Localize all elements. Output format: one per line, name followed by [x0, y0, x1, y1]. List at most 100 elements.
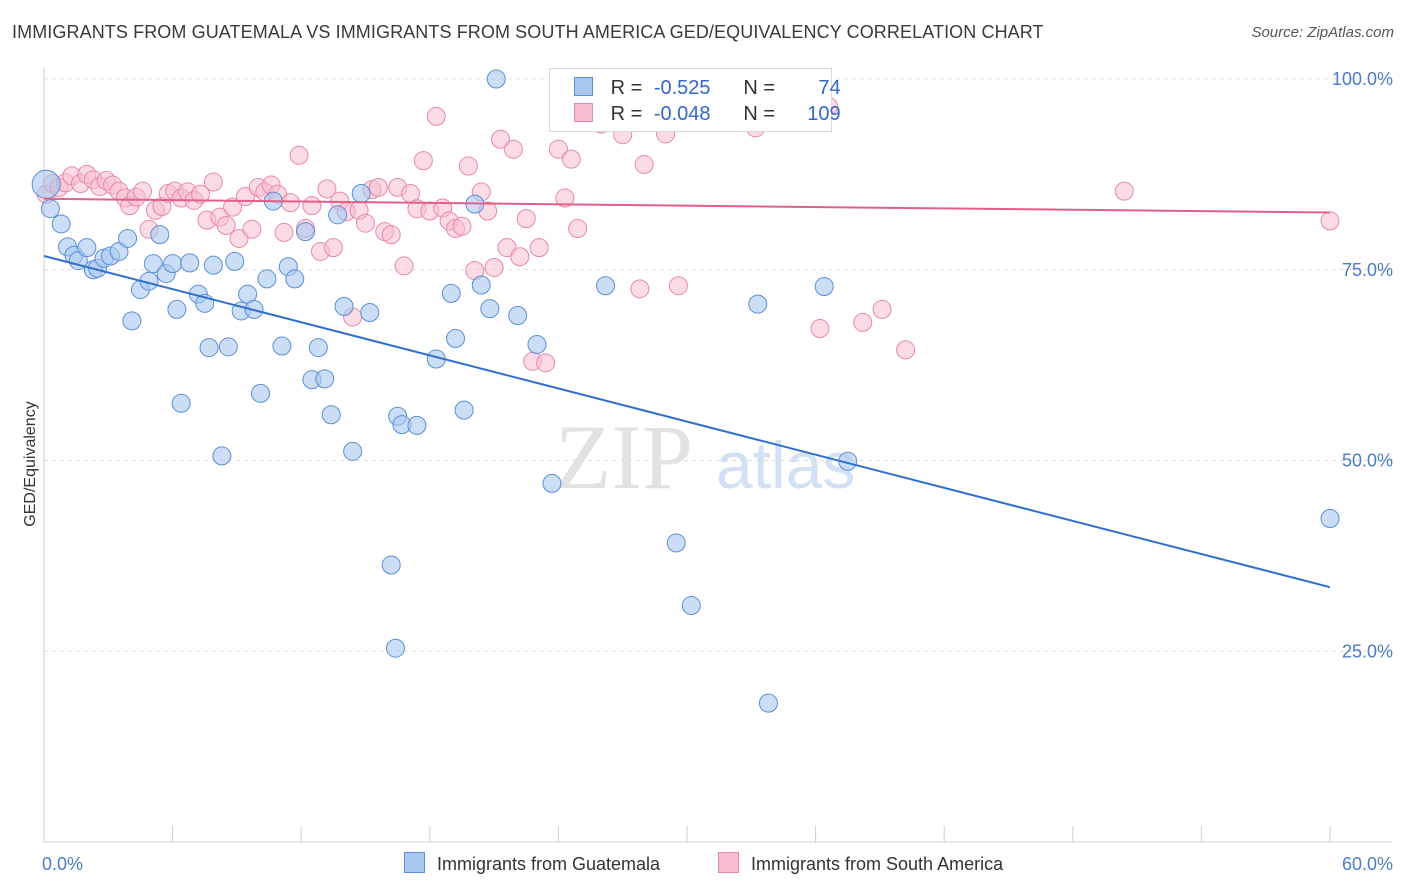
point-guatemala-65 [596, 276, 616, 296]
point-guatemala-26 [203, 255, 223, 275]
point-south-america-71 [497, 238, 517, 258]
point-south-america-51 [368, 177, 388, 197]
point-south-america-91 [668, 276, 688, 296]
watermark-atlas: atlas [716, 428, 855, 502]
point-south-america-77 [536, 353, 556, 373]
point-south-america-70 [491, 129, 511, 149]
point-south-america-58 [413, 151, 433, 171]
point-guatemala-44 [328, 205, 348, 225]
point-guatemala-20 [167, 299, 187, 319]
point-guatemala-55 [441, 283, 461, 303]
point-guatemala-72 [1320, 508, 1340, 528]
legend-swatch-guatemala [574, 77, 593, 96]
point-south-america-28 [216, 215, 236, 235]
point-guatemala-59 [471, 275, 491, 295]
point-south-america-79 [555, 188, 575, 208]
point-guatemala-6 [77, 238, 97, 258]
point-south-america-38 [280, 193, 300, 213]
point-guatemala-29 [225, 251, 245, 271]
point-guatemala-56 [446, 328, 466, 348]
legend-n-value-guatemala: 74 [818, 77, 841, 99]
point-south-america-53 [381, 225, 401, 245]
legend-swatch-south-america [574, 103, 593, 122]
point-guatemala-22 [180, 253, 200, 273]
trend-line-guatemala [43, 255, 1331, 589]
point-south-america-106 [1320, 211, 1340, 231]
point-guatemala-53 [407, 415, 427, 435]
point-guatemala-39 [295, 222, 315, 242]
point-south-america-29 [223, 197, 243, 217]
correlation-legend: R = -0.525 N = 74 R = -0.048 N = 109 [549, 68, 841, 132]
point-south-america-65 [458, 156, 478, 176]
point-guatemala-42 [315, 369, 335, 389]
legend-swatch-guatemala [404, 852, 425, 873]
watermark: ZIP atlas [555, 406, 855, 508]
point-south-america-69 [484, 257, 504, 277]
point-guatemala-21 [171, 393, 191, 413]
point-guatemala-0 [31, 169, 61, 199]
point-guatemala-60 [480, 299, 500, 319]
point-south-america-78 [548, 139, 568, 159]
point-south-america-26 [203, 172, 223, 192]
legend-swatch-south-america [718, 852, 739, 873]
point-guatemala-34 [257, 269, 277, 289]
point-south-america-80 [561, 149, 581, 169]
point-south-america-64 [452, 216, 472, 236]
x-tick-label-end: 60.0% [1342, 854, 1393, 874]
y-tick-label-25: 25.0% [1342, 641, 1393, 661]
point-guatemala-52 [386, 638, 406, 658]
point-guatemala-64 [542, 473, 562, 493]
point-guatemala-63 [527, 335, 547, 355]
trend-lines [43, 197, 1331, 589]
point-guatemala-13 [122, 311, 142, 331]
point-guatemala-36 [272, 336, 292, 356]
legend-row-south-america: R = -0.048 N = 109 [574, 103, 841, 125]
point-guatemala-68 [748, 294, 768, 314]
point-guatemala-69 [758, 693, 778, 713]
tick-labels: 25.0% 50.0% 75.0% 100.0% 0.0% 60.0% [42, 69, 1393, 874]
point-guatemala-46 [343, 441, 363, 461]
point-guatemala-33 [250, 383, 270, 403]
point-south-america-105 [1114, 181, 1134, 201]
point-guatemala-27 [212, 446, 232, 466]
point-guatemala-62 [508, 306, 528, 326]
series-guatemala-points [31, 69, 1340, 713]
point-south-america-87 [630, 279, 650, 299]
chart-title: IMMIGRANTS FROM GUATEMALA VS IMMIGRANTS … [12, 22, 1044, 42]
legend-r-label: R = [610, 77, 643, 99]
point-guatemala-16 [143, 254, 163, 274]
legend-r-value-south-america: -0.048 [653, 103, 711, 125]
legend-item-south-america: Immigrants from South America [718, 852, 1003, 875]
point-guatemala-41 [308, 338, 328, 358]
point-guatemala-57 [454, 400, 474, 420]
point-south-america-101 [810, 319, 830, 339]
point-south-america-76 [529, 238, 549, 258]
point-guatemala-47 [351, 183, 371, 203]
point-south-america-37 [274, 222, 294, 242]
point-south-america-88 [634, 154, 654, 174]
point-south-america-74 [516, 209, 536, 229]
point-guatemala-66 [666, 533, 686, 553]
point-south-america-41 [302, 196, 322, 216]
point-guatemala-17 [150, 225, 170, 245]
point-guatemala-67 [681, 595, 701, 615]
point-south-america-32 [242, 219, 262, 239]
point-south-america-30 [229, 228, 249, 248]
legend-row-guatemala: R = -0.525 N = 74 [574, 77, 841, 99]
point-south-america-24 [190, 184, 210, 204]
point-south-america-104 [896, 340, 916, 360]
point-guatemala-45 [334, 296, 354, 316]
point-south-america-55 [394, 256, 414, 276]
legend-r-value-guatemala: -0.525 [653, 77, 711, 99]
point-guatemala-25 [199, 338, 219, 358]
legend-n-label: N = [743, 77, 776, 99]
point-south-america-39 [289, 145, 309, 165]
gridlines [44, 78, 1392, 652]
point-south-america-102 [853, 312, 873, 332]
y-tick-label-100: 100.0% [1332, 69, 1393, 89]
axes [43, 68, 1392, 843]
point-south-america-43 [317, 179, 337, 199]
point-guatemala-19 [163, 254, 183, 274]
x-tick-label-start: 0.0% [42, 854, 83, 874]
